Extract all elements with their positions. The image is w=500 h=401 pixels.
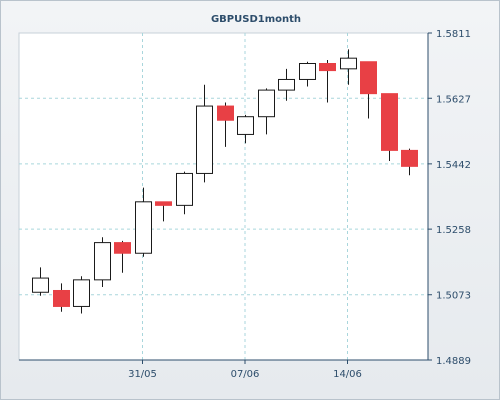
candle-down (114, 240, 131, 273)
x-tick-label: 31/05 (128, 369, 157, 380)
candle-body (401, 149, 418, 167)
candle-down (319, 59, 336, 103)
candle-body (319, 63, 336, 72)
candle-up (73, 276, 90, 314)
candle-body (155, 201, 172, 206)
candle-body (381, 93, 398, 151)
candle-down (155, 201, 172, 222)
candle-up (32, 267, 49, 296)
candle-body (135, 201, 152, 254)
candle-up (135, 187, 152, 257)
y-tick-label: 1.5442 (436, 160, 471, 171)
y-tick-label: 1.5811 (436, 29, 471, 40)
candle-down (381, 93, 398, 162)
candle-body (340, 57, 357, 70)
x-tick-label: 14/06 (333, 369, 362, 380)
candle-up (176, 171, 193, 215)
y-tick-label: 1.5258 (436, 225, 471, 236)
candle-up (196, 84, 213, 183)
candle-up (237, 114, 254, 144)
candle-body (32, 277, 49, 293)
tick-labels: 1.5811 1.5627 1.5442 1.5258 1.5073 1.4889 31/0… (128, 29, 471, 380)
candle-up (299, 61, 316, 87)
axes (19, 32, 432, 364)
candle-up (258, 88, 275, 135)
candle-body (278, 78, 295, 91)
y-tick-label: 1.5627 (436, 94, 471, 105)
candle-body (196, 105, 213, 174)
candle-body (53, 289, 70, 307)
candle-body (299, 63, 316, 80)
candle-body (176, 172, 193, 206)
candle-body (73, 279, 90, 307)
y-tick-label: 1.5073 (436, 291, 471, 302)
candle-body (217, 105, 234, 121)
candle-up (340, 49, 357, 85)
candle-body (237, 116, 254, 135)
chart-title: GBPUSD1month (211, 14, 301, 25)
candle-down (401, 148, 418, 176)
candle-up (278, 68, 295, 101)
candles (32, 49, 418, 314)
candle-up (94, 237, 111, 287)
y-tick-label: 1.4889 (436, 356, 471, 367)
candle-body (94, 242, 111, 281)
candle-body (258, 89, 275, 118)
candle-down (217, 102, 234, 147)
candle-body (114, 242, 131, 254)
candle-down (360, 61, 377, 119)
x-tick-label: 07/06 (231, 369, 260, 380)
candle-down (53, 283, 70, 312)
candle-body (360, 61, 377, 95)
